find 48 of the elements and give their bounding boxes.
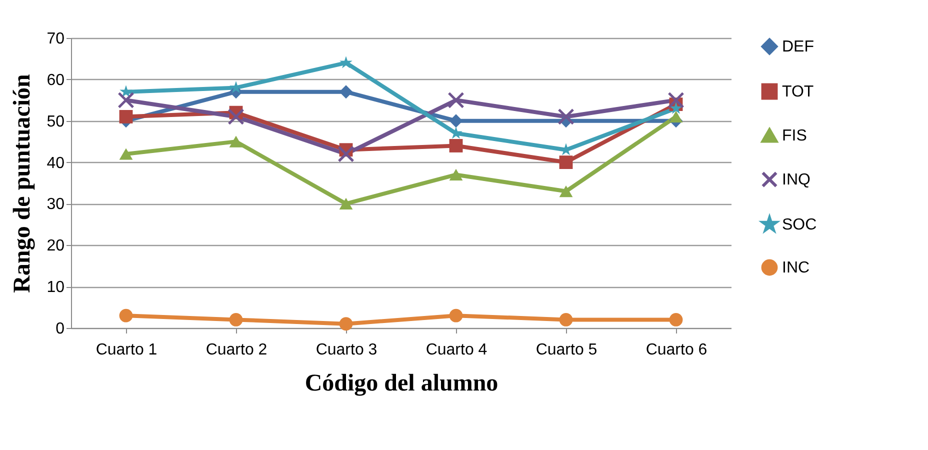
point <box>119 148 133 160</box>
point <box>668 92 684 108</box>
point <box>449 308 463 322</box>
point <box>449 114 463 128</box>
x-axis-title: Código del alumno <box>304 370 498 396</box>
point <box>669 313 683 326</box>
point <box>340 56 352 68</box>
point <box>450 126 462 139</box>
point <box>558 108 574 126</box>
point <box>338 146 354 162</box>
point <box>449 168 463 181</box>
y-tick-label: 40 <box>46 154 65 172</box>
point <box>559 185 573 198</box>
point <box>229 136 243 148</box>
y-tick-label: 70 <box>46 30 65 48</box>
x-tick-label: Cuarto 2 <box>206 342 268 358</box>
legend-label: INQ <box>782 172 810 188</box>
point <box>448 92 464 108</box>
y-tick-label: 0 <box>56 320 65 338</box>
point <box>119 308 133 322</box>
point <box>119 110 133 124</box>
point <box>339 198 353 210</box>
y-tick-label: 10 <box>46 279 65 296</box>
legend-label: SOC <box>782 216 817 234</box>
x-tick-label: Cuarto 3 <box>316 342 378 358</box>
legend-label: FIS <box>782 128 807 144</box>
point <box>118 92 134 108</box>
x-tick-label: Cuarto 1 <box>96 342 158 358</box>
point <box>669 110 683 123</box>
x-tick-label: Cuarto 6 <box>646 342 708 358</box>
point <box>228 108 244 126</box>
x-tick-label: Cuarto 5 <box>536 342 598 358</box>
x-tick-label: Cuarto 4 <box>426 342 488 358</box>
legend-label: DEF <box>782 38 814 56</box>
point <box>559 156 573 169</box>
point <box>559 313 573 326</box>
point <box>670 102 682 114</box>
point <box>339 317 353 331</box>
y-tick-label: 20 <box>46 238 65 255</box>
y-tick-label: 60 <box>46 72 65 89</box>
point <box>339 85 353 99</box>
point <box>229 313 243 326</box>
legend-label: TOT <box>782 84 814 100</box>
legend-label: INC <box>782 260 810 276</box>
point <box>449 139 463 152</box>
y-tick-label: 30 <box>46 196 65 214</box>
y-tick-label: 50 <box>46 113 65 130</box>
y-axis-title: Rango de puntuación <box>10 74 36 293</box>
